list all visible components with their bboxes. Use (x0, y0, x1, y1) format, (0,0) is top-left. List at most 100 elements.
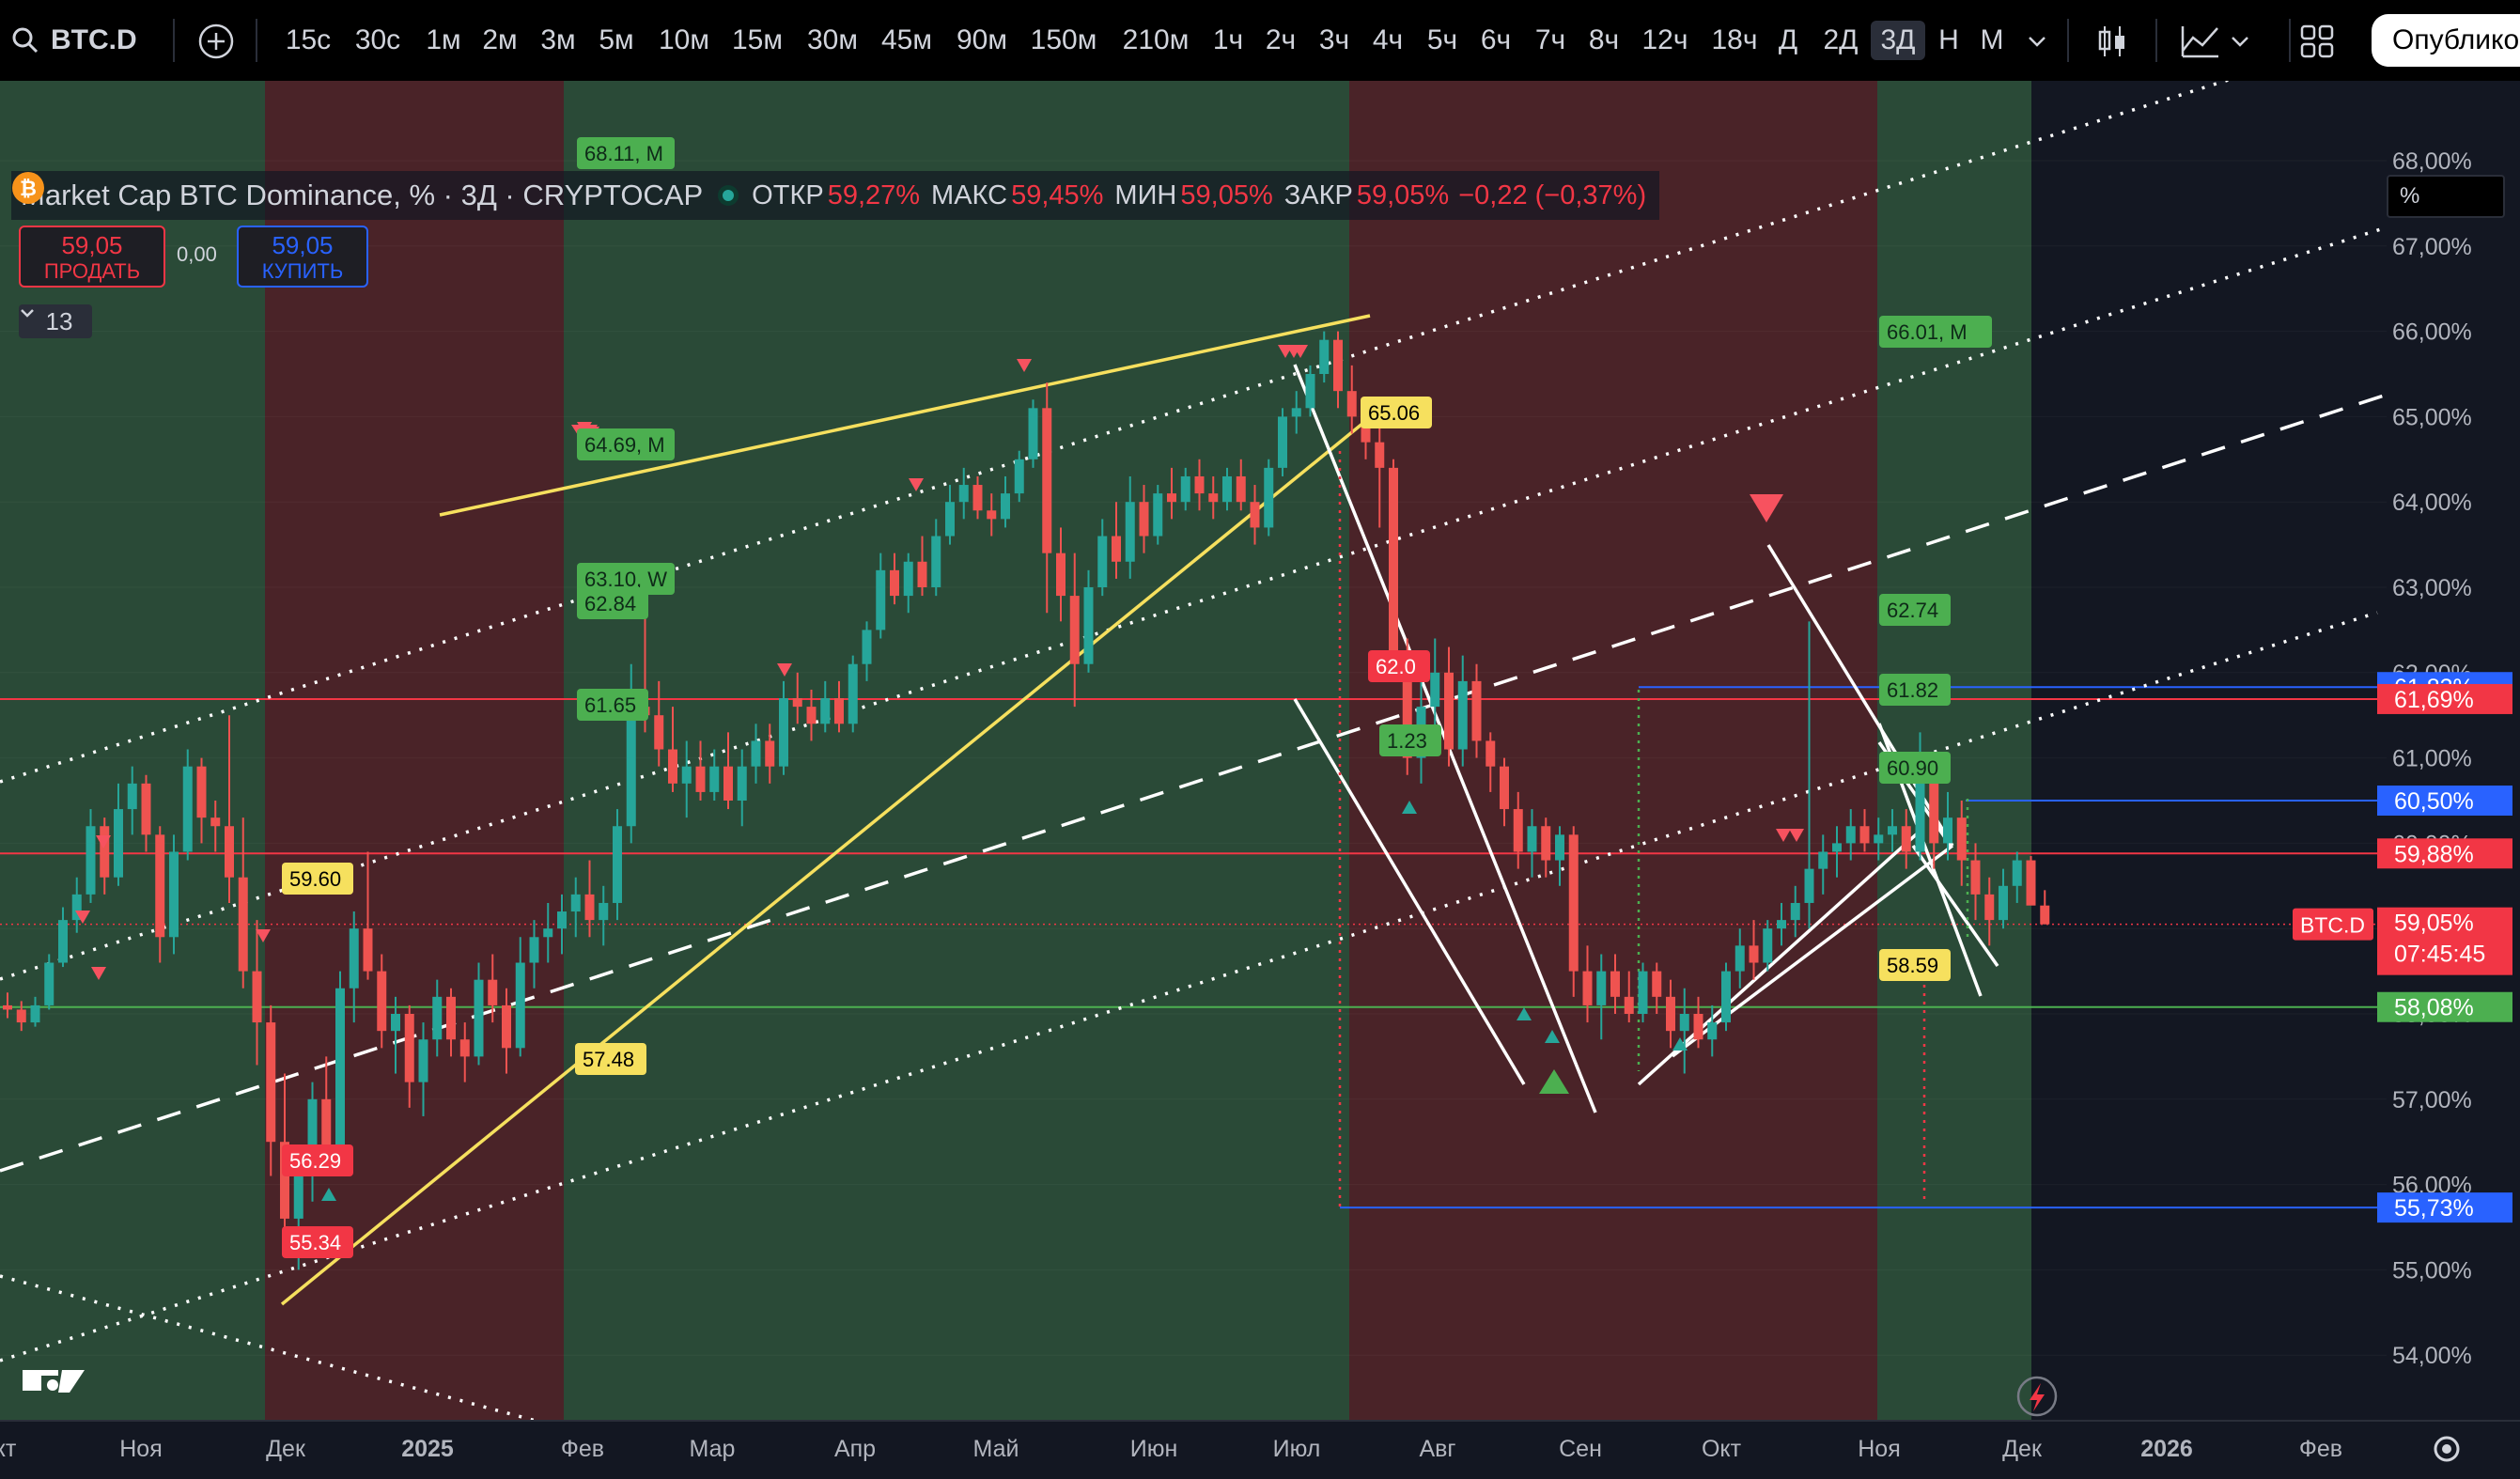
indicators-icon[interactable] (2180, 23, 2221, 60)
timeframe-2[interactable]: 1м (426, 24, 461, 55)
gear-icon[interactable] (2434, 1436, 2460, 1462)
candle (1112, 502, 1121, 579)
layout-grid-icon[interactable] (2298, 23, 2336, 60)
timeframe-10[interactable]: 90м (957, 24, 1007, 55)
timeframe-24[interactable]: 2Д (1823, 24, 1859, 55)
price-tag[interactable]: 59,05% 07:45:45 (2377, 907, 2512, 975)
timeframe-5[interactable]: 5м (599, 24, 634, 55)
channel-line-dotted[interactable] (0, 226, 2388, 981)
timeframe-13[interactable]: 1ч (1212, 24, 1244, 55)
candle (1125, 475, 1135, 579)
candle (765, 724, 775, 784)
timeframe-17[interactable]: 5ч (1426, 24, 1458, 55)
candles-icon[interactable] (2093, 23, 2131, 60)
down-channel-lower[interactable] (1293, 698, 1526, 1085)
timeframe-8[interactable]: 30м (807, 24, 858, 55)
price-tag[interactable]: 61,69% (2377, 683, 2512, 714)
candle (474, 962, 484, 1066)
timeframe-1[interactable]: 30с (354, 24, 401, 55)
price-tag-label: 58,08% (2394, 995, 2474, 1021)
price-tag-box (2377, 907, 2512, 975)
candle-body (1028, 408, 1038, 459)
rising-channel-lower[interactable] (1637, 827, 1924, 1086)
chart-area[interactable]: 68.11, M 64.69, M 63.10, W 62.84 61.65 59.60 5… (0, 81, 2520, 1479)
compare-add-icon[interactable] (197, 23, 235, 60)
candle (30, 996, 40, 1027)
timeframe-4[interactable]: 3м (540, 24, 576, 55)
timeframe-15[interactable]: 3ч (1318, 24, 1350, 55)
price-annotation: 62.0 (1368, 650, 1430, 682)
channel-line-dotted[interactable] (0, 81, 2387, 784)
timeframe-6[interactable]: 10м (659, 24, 709, 55)
candle-body (1278, 416, 1287, 468)
price-tag[interactable]: 55,73% (2377, 1192, 2512, 1223)
drawings[interactable] (0, 81, 2388, 1423)
chevron-down-icon (21, 309, 34, 318)
chevron-down-icon[interactable] (2024, 28, 2050, 54)
price-axis-tick: 64,00% (2392, 490, 2472, 516)
candle (2040, 890, 2050, 925)
timeframe-25[interactable]: 3Д (1871, 21, 1925, 60)
candle-body (1194, 475, 1205, 494)
timeframe-21[interactable]: 12ч (1641, 24, 1688, 55)
time-axis-tick: Фев (561, 1436, 604, 1462)
candle (945, 485, 955, 545)
timeframe-12[interactable]: 210м (1122, 24, 1190, 55)
timeframe-23[interactable]: Д (1778, 24, 1798, 55)
timeframe-0[interactable]: 15с (285, 24, 332, 55)
price-tag-box (2377, 991, 2512, 1022)
time-axis[interactable] (0, 1421, 2520, 1479)
indicators-toggle[interactable]: 13 (19, 304, 92, 338)
candle-body (1056, 553, 1066, 597)
candle (252, 920, 262, 1066)
timeframe-11[interactable]: 150м (1030, 24, 1097, 55)
legend-title[interactable]: Market Cap BTC Dominance, % · 3Д · CRYPT… (21, 179, 704, 211)
candle-body (695, 766, 706, 792)
timeframe-7[interactable]: 15м (732, 24, 783, 55)
symbol-search[interactable]: BTC.D (11, 17, 137, 64)
chevron-down-icon[interactable] (2227, 28, 2253, 54)
timeframe-19[interactable]: 7ч (1534, 24, 1566, 55)
scale-mode-button[interactable]: % (2387, 175, 2505, 218)
candle-body (1430, 672, 1440, 708)
price-axis-tick: 55,00% (2392, 1257, 2472, 1284)
candle (1818, 834, 1828, 895)
lightning-icon[interactable] (2016, 1376, 2058, 1417)
candle-body (225, 826, 234, 878)
price-tag[interactable]: 60,50% (2377, 786, 2512, 816)
timeframe-26[interactable]: Н (1938, 24, 1959, 55)
timeframe-20[interactable]: 8ч (1588, 24, 1620, 55)
annotation-text: 61.65 (584, 693, 636, 717)
channel-line-dashed[interactable] (0, 393, 2388, 1173)
chart-canvas[interactable]: 68.11, M 64.69, M 63.10, W62.84 61.65 59.60 5… (0, 81, 2520, 1479)
rising-channel-upper[interactable] (1671, 844, 1954, 1058)
annotation-box (282, 1144, 353, 1176)
candle-body (196, 766, 207, 818)
falling-wedge-line[interactable] (1911, 844, 1999, 968)
timeframe-22[interactable]: 18ч (1711, 24, 1758, 55)
candle (987, 493, 997, 537)
timeframe-16[interactable]: 4ч (1372, 24, 1404, 55)
annotation-box (577, 563, 675, 595)
candle (1264, 459, 1274, 537)
timeframe-3[interactable]: 2м (482, 24, 518, 55)
sell-button[interactable]: 59,05 ПРОДАТЬ (19, 226, 165, 288)
candle (1430, 638, 1440, 741)
timeframe-14[interactable]: 2ч (1265, 24, 1297, 55)
candle (1555, 826, 1564, 886)
candle (169, 834, 179, 955)
candle-body (1222, 475, 1232, 503)
timeframe-18[interactable]: 6ч (1480, 24, 1512, 55)
buy-button[interactable]: 59,05 КУПИТЬ (237, 226, 368, 288)
publish-button[interactable]: Опублико (2372, 14, 2520, 67)
timeframe-27[interactable]: М (1980, 24, 2004, 55)
candle (1970, 843, 1981, 921)
timeframe-9[interactable]: 45м (881, 24, 932, 55)
annotation-box (282, 1226, 353, 1258)
channel-line-dotted[interactable] (0, 611, 2378, 1362)
candle-body (349, 928, 359, 989)
wedge-upper-line[interactable] (439, 314, 1371, 517)
price-tag[interactable]: 59,88% (2377, 838, 2512, 869)
wedge-lower-line[interactable] (280, 417, 1370, 1306)
price-tag[interactable]: 58,08% (2377, 991, 2512, 1022)
